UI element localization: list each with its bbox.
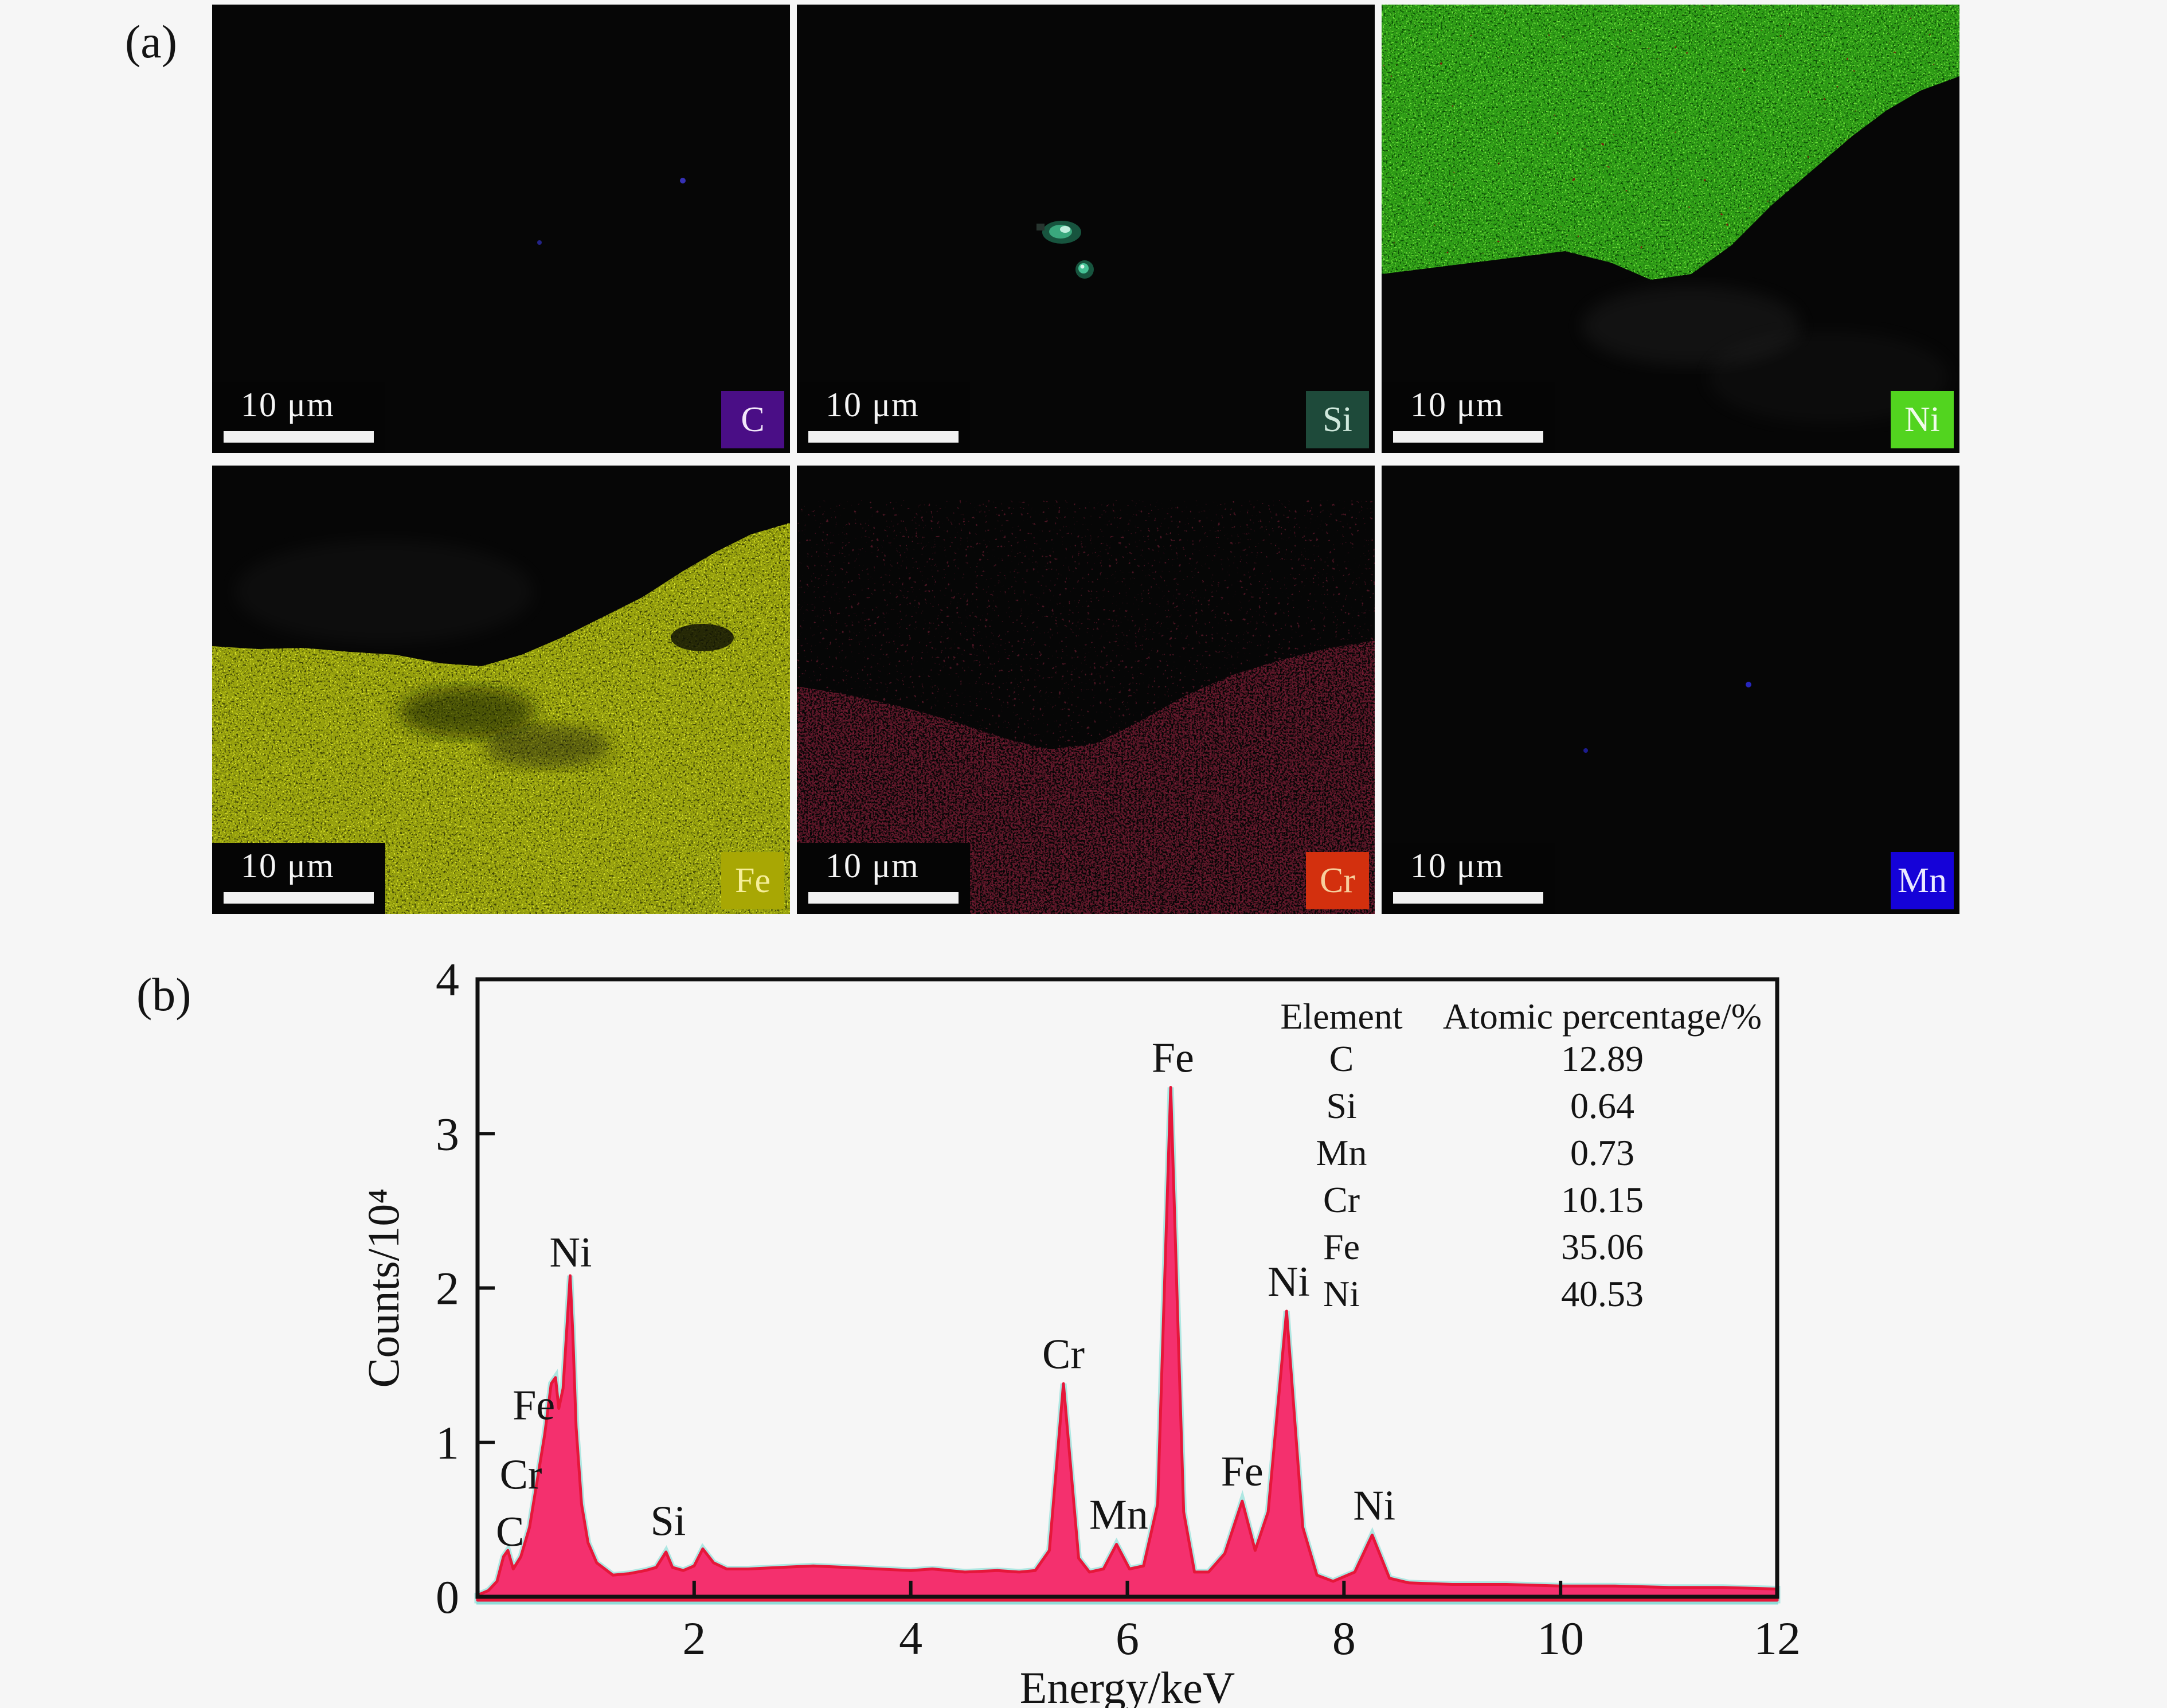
interface-dark-zone — [398, 686, 536, 738]
scalebar-label: 10 μm — [826, 386, 920, 424]
element-tag-Ni: Ni — [1891, 391, 1954, 448]
eds-table-value-cell: 0.64 — [1570, 1085, 1634, 1126]
eds-table-value-cell: 10.15 — [1561, 1179, 1644, 1220]
interface-dark-zone — [484, 725, 611, 768]
map-panel-Ni: 10 μm Ni — [1382, 5, 1959, 453]
eds-table-element-cell: Ni — [1323, 1273, 1360, 1314]
peak-label-Si: Si — [651, 1498, 686, 1545]
eds-table-value-cell: 12.89 — [1561, 1038, 1644, 1079]
peak-label-Cr: Cr — [1042, 1331, 1085, 1378]
silicon-signal-spot — [1075, 260, 1094, 279]
nickel-rich-region — [1382, 5, 1959, 280]
map-panel-Cr: 10 μm Cr — [797, 466, 1375, 914]
map-panel-Si: 10 μm Si — [797, 5, 1375, 453]
x-tick-label: 8 — [1332, 1612, 1356, 1664]
eds-table-row: Mn 0.73 — [1255, 1132, 1777, 1179]
map-image-Ni — [1382, 5, 1959, 453]
x-tick-label: 6 — [1116, 1612, 1139, 1664]
manganese-signal-dot — [1746, 682, 1751, 687]
scalebar — [224, 892, 374, 904]
panel-b-label: (b) — [136, 968, 191, 1021]
y-axis-title: Counts/10⁴ — [358, 1189, 408, 1388]
scalebar-label: 10 μm — [1410, 386, 1504, 424]
map-image-C — [212, 5, 790, 453]
eds-table-header-atomic: Atomic percentage/% — [1442, 996, 1762, 1037]
map-image-Mn — [1382, 466, 1959, 914]
scalebar-label: 10 μm — [826, 847, 920, 885]
y-tick-label: 3 — [436, 1108, 459, 1160]
peak-label-Fe: Fe — [513, 1382, 555, 1429]
eds-table-row: Cr 10.15 — [1255, 1179, 1777, 1226]
eds-table-row: Si 0.64 — [1255, 1085, 1777, 1132]
eds-table-rows: C 12.89 Si 0.64 Mn 0.73 Cr 10.15 Fe 35.06 Ni 40.53 — [1255, 1038, 1777, 1320]
panel-a-label: (a) — [125, 15, 178, 68]
element-tag-Mn: Mn — [1891, 852, 1954, 909]
scalebar-label: 10 μm — [241, 386, 335, 424]
peak-label-Fe: Fe — [1152, 1035, 1194, 1082]
eds-map-grid: 10 μm C 10 μm — [212, 5, 1959, 914]
manganese-signal-dot — [1583, 748, 1588, 753]
x-tick-label: 4 — [899, 1612, 922, 1664]
map-image-Cr — [797, 466, 1375, 914]
eds-table-element-cell: Fe — [1323, 1226, 1360, 1267]
silicon-signal-spot — [1036, 221, 1081, 244]
element-tag-Fe: Fe — [721, 852, 784, 909]
eds-table-header: Element Atomic percentage/% — [1255, 995, 1777, 1038]
iron-rich-region — [212, 523, 790, 914]
x-tick-label: 10 — [1537, 1612, 1584, 1664]
eds-table-element-cell: C — [1329, 1038, 1354, 1079]
element-tag-Si: Si — [1306, 391, 1369, 448]
scalebar — [808, 892, 959, 904]
eds-table-row: Ni 40.53 — [1255, 1273, 1777, 1320]
peak-label-Mn: Mn — [1089, 1492, 1148, 1539]
eds-table-value-cell: 0.73 — [1570, 1132, 1634, 1173]
y-tick-label: 1 — [436, 1417, 459, 1469]
peak-label-Fe: Fe — [1221, 1448, 1264, 1495]
spectrum-area — [476, 1086, 1779, 1602]
eds-table-value-cell: 35.06 — [1561, 1226, 1644, 1267]
scalebar — [808, 431, 959, 443]
eds-table-element-cell: Mn — [1316, 1132, 1367, 1173]
peak-label-Cr: Cr — [500, 1452, 542, 1499]
y-tick-label: 4 — [436, 953, 459, 1006]
scalebar — [1393, 892, 1543, 904]
peak-label-Ni: Ni — [1353, 1482, 1395, 1529]
y-tick-label: 2 — [436, 1263, 459, 1315]
map-image-Fe — [212, 466, 790, 914]
eds-table-row: Fe 35.06 — [1255, 1226, 1777, 1273]
dark-inclusion — [671, 624, 734, 651]
eds-quant-table: Element Atomic percentage/% C 12.89 Si 0.64… — [1255, 995, 1777, 1320]
eds-table-row: C 12.89 — [1255, 1038, 1777, 1085]
eds-table-value-cell: 40.53 — [1561, 1273, 1644, 1314]
x-tick-label: 2 — [682, 1612, 706, 1664]
map-panel-Fe: 10 μm Fe — [212, 466, 790, 914]
scalebar — [1393, 431, 1543, 443]
peak-label-Ni: Ni — [549, 1229, 592, 1276]
eds-table-element-cell: Cr — [1323, 1179, 1360, 1220]
eds-table-element-cell: Si — [1326, 1085, 1357, 1126]
x-axis-title: Energy/keV — [1020, 1663, 1235, 1708]
scalebar-label: 10 μm — [241, 847, 335, 885]
map-image-Si — [797, 5, 1375, 453]
map-panel-Mn: 10 μm Mn — [1382, 466, 1959, 914]
element-tag-C: C — [721, 391, 784, 448]
peak-label-Ni: Ni — [1268, 1258, 1310, 1306]
element-tag-Cr: Cr — [1306, 852, 1369, 909]
carbon-signal-dot — [537, 240, 542, 245]
scalebar — [224, 431, 374, 443]
map-panel-C: 10 μm C — [212, 5, 790, 453]
stray-red-dots — [1382, 5, 1959, 280]
x-tick-label: 12 — [1754, 1612, 1801, 1664]
scalebar-label: 10 μm — [1410, 847, 1504, 885]
carbon-signal-dot — [680, 178, 686, 183]
y-tick-label: 0 — [436, 1571, 459, 1623]
peak-label-C: C — [496, 1508, 524, 1555]
eds-table-header-element: Element — [1280, 996, 1403, 1037]
